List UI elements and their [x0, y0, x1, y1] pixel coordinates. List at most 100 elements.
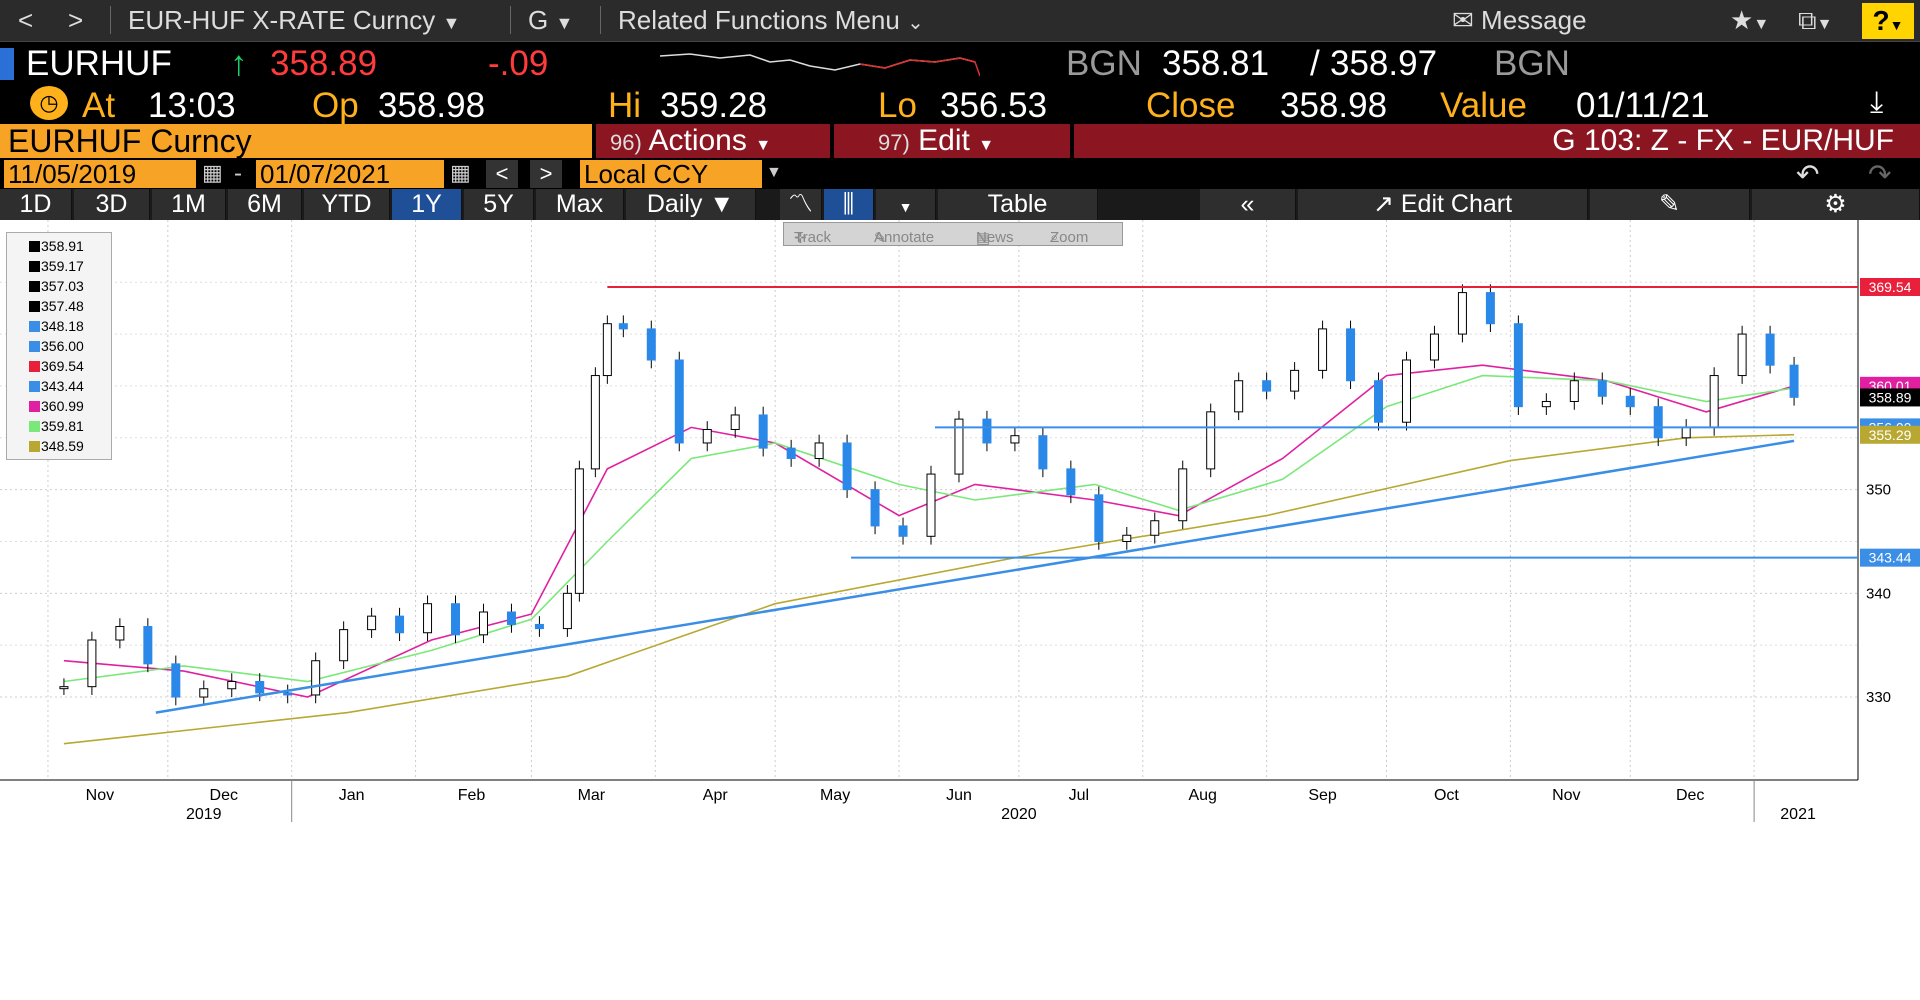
- x-tick-label: Nov: [1552, 787, 1580, 804]
- edit-chart-button[interactable]: ↗ Edit Chart: [1298, 189, 1588, 220]
- legend-item[interactable]: 359.81: [11, 416, 107, 436]
- candle-body: [574, 468, 584, 594]
- favorites-button[interactable]: ★▼: [1730, 5, 1769, 36]
- message-button[interactable]: ✉ Message: [1452, 5, 1587, 36]
- last-price: 358.89: [270, 44, 378, 83]
- help-button[interactable]: ?▼: [1862, 3, 1914, 39]
- caret-down-icon: ▼: [442, 13, 461, 33]
- function-menu[interactable]: G ▼: [528, 5, 573, 36]
- legend-item[interactable]: 357.03: [11, 276, 107, 296]
- at-label: At: [82, 86, 116, 125]
- candle-body: [1262, 380, 1272, 392]
- table-button[interactable]: Table: [938, 189, 1098, 220]
- legend-item[interactable]: 357.48: [11, 296, 107, 316]
- undo-icon[interactable]: ↶: [1796, 159, 1820, 190]
- related-functions-menu[interactable]: Related Functions Menu ⌄: [618, 5, 924, 36]
- security-menu-label: EUR-HUF X-RATE Curncy: [128, 5, 436, 35]
- candle-body: [1653, 406, 1663, 439]
- candle-body: [786, 447, 796, 460]
- export-icon[interactable]: ⤓: [1870, 86, 1884, 119]
- window-button[interactable]: ⧉▼: [1798, 5, 1832, 37]
- candle-chart-type-button[interactable]: ⫼: [824, 189, 874, 220]
- candle-body: [1429, 333, 1439, 361]
- low-label: Lo: [878, 86, 917, 125]
- x-tick-label: Apr: [703, 787, 729, 804]
- ticker: EURHUF: [26, 44, 172, 83]
- legend-item[interactable]: 348.59: [11, 436, 107, 456]
- security-field[interactable]: EURHUF Curncy: [0, 124, 592, 158]
- calendar-icon[interactable]: ▦: [450, 160, 471, 185]
- window-export-icon: ⧉: [1798, 5, 1817, 35]
- frequency-select[interactable]: Daily ▼: [626, 189, 756, 220]
- end-date-field[interactable]: 01/07/2021: [256, 160, 444, 188]
- next-range-button[interactable]: >: [530, 160, 562, 188]
- candle-body: [1401, 359, 1411, 423]
- legend-swatch: [29, 361, 40, 372]
- frequency-label: Daily: [646, 190, 703, 218]
- period-6m[interactable]: 6M: [228, 189, 302, 220]
- caret-down-icon: ▼: [898, 199, 913, 215]
- candle-body: [730, 414, 740, 430]
- annotate-label: Annotate: [874, 229, 935, 246]
- candle-body: [115, 626, 125, 641]
- close-label: Close: [1146, 86, 1236, 125]
- edit-menu[interactable]: 97) Edit ▼: [834, 124, 1070, 158]
- chart-canvas[interactable]: 330 340 350 Nov Dec Jan Feb Mar Apr May Jun Jul Aug S…: [0, 220, 1920, 1000]
- actions-menu[interactable]: 96) Actions ▼: [596, 124, 830, 158]
- settings-button[interactable]: ⚙: [1752, 189, 1920, 220]
- caret-down-icon: ▼: [755, 137, 772, 154]
- start-date-field[interactable]: 11/05/2019: [4, 160, 196, 188]
- currency-select[interactable]: Local CCY: [580, 160, 762, 188]
- candle-body: [1513, 323, 1523, 408]
- price-tag-label: 355.29: [1869, 427, 1912, 443]
- period-5y[interactable]: 5Y: [464, 189, 534, 220]
- redo-icon[interactable]: ↷: [1868, 159, 1892, 190]
- legend-item[interactable]: 358.91: [11, 236, 107, 256]
- back-button[interactable]: <: [18, 5, 34, 35]
- period-1d[interactable]: 1D: [0, 189, 72, 220]
- edit-label: Edit: [918, 124, 970, 157]
- period-1y[interactable]: 1Y: [392, 189, 462, 220]
- legend-swatch: [29, 321, 40, 332]
- caret-down-icon[interactable]: ▼: [766, 164, 782, 181]
- annotation-edit-button[interactable]: ✎: [1590, 189, 1750, 220]
- candle-body: [1789, 364, 1799, 398]
- range-dash: -: [234, 160, 242, 187]
- candle-body: [339, 629, 349, 662]
- legend-item[interactable]: 356.00: [11, 336, 107, 356]
- envelope-icon: ✉: [1452, 5, 1474, 35]
- forward-button[interactable]: >: [68, 5, 84, 35]
- period-1m[interactable]: 1M: [152, 189, 226, 220]
- legend-item[interactable]: 348.18: [11, 316, 107, 336]
- chart-type-dropdown[interactable]: ▼: [876, 189, 936, 220]
- divider: [600, 6, 601, 34]
- candle-body: [1374, 380, 1384, 423]
- caret-down-icon: ▼: [1816, 16, 1833, 33]
- legend-item[interactable]: 369.54: [11, 356, 107, 376]
- candle-body: [1737, 333, 1747, 377]
- period-max[interactable]: Max: [536, 189, 624, 220]
- period-ytd[interactable]: YTD: [304, 189, 390, 220]
- legend-item[interactable]: 343.44: [11, 376, 107, 396]
- line-chart-type-button[interactable]: 〽: [780, 189, 822, 220]
- price-chart[interactable]: 330 340 350 Nov Dec Jan Feb Mar Apr May Jun Jul Aug S…: [0, 220, 1920, 1000]
- period-3d[interactable]: 3D: [74, 189, 150, 220]
- candlestick-icon: ⫼: [842, 190, 855, 218]
- actions-label: Actions: [648, 124, 747, 157]
- calendar-icon[interactable]: ▦: [202, 160, 223, 185]
- previous-range-button[interactable]: <: [486, 160, 518, 188]
- line-chart-icon: 〽: [787, 190, 813, 218]
- arrow-up-icon: ↑: [230, 44, 248, 83]
- high-value: 359.28: [660, 86, 768, 125]
- pencil-icon: ✎: [874, 230, 887, 247]
- candle-body: [562, 592, 572, 630]
- year-label: 2019: [186, 806, 222, 823]
- legend-item[interactable]: 360.99: [11, 396, 107, 416]
- candle-body: [1346, 328, 1356, 382]
- collapse-button[interactable]: «: [1200, 189, 1296, 220]
- security-menu[interactable]: EUR-HUF X-RATE Curncy ▼: [128, 5, 460, 36]
- candle-body: [1597, 380, 1607, 397]
- legend-item[interactable]: 359.17: [11, 256, 107, 276]
- chart-edit-icon: ↗: [1372, 190, 1394, 218]
- candle-body: [758, 414, 768, 449]
